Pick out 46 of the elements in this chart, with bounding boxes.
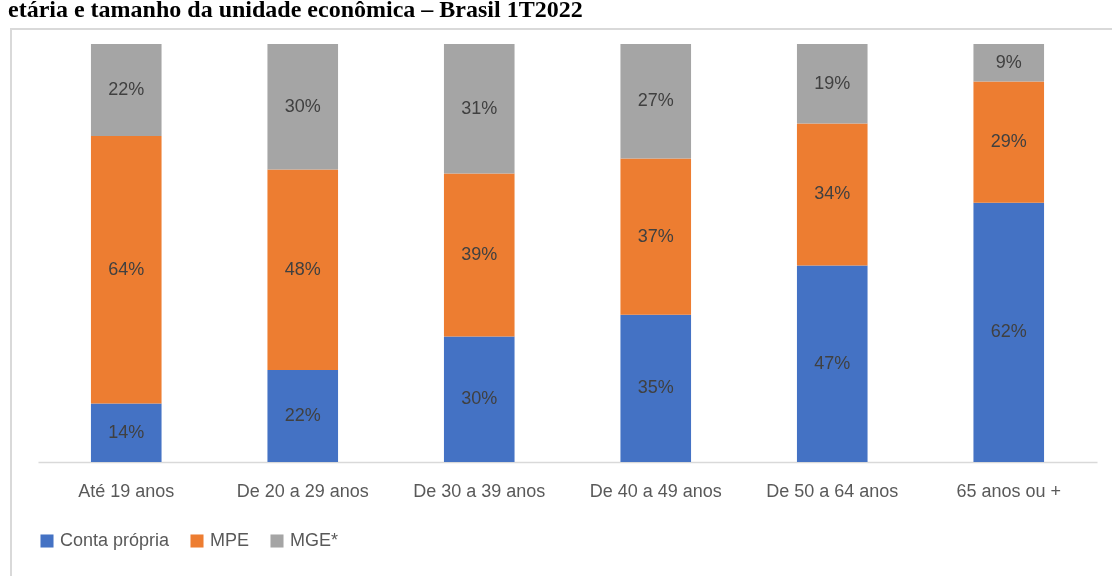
- bar: [90, 135, 162, 404]
- chart-title: etária e tamanho da unidade econômica – Brasil 1T2022: [8, 0, 583, 22]
- bar: [973, 44, 1045, 82]
- x-tick-label: De 30 a 39 anos: [413, 480, 546, 501]
- x-tick-label: Até 19 anos: [78, 480, 175, 501]
- data-label: 62%: [990, 321, 1027, 342]
- data-label: 39%: [461, 244, 498, 265]
- data-label: 31%: [461, 97, 498, 118]
- data-label: 35%: [637, 377, 674, 398]
- bar: [796, 265, 868, 462]
- x-tick-label: De 20 a 29 anos: [236, 480, 369, 501]
- bar: [90, 44, 162, 136]
- data-label: 34%: [814, 183, 851, 204]
- data-label: 47%: [814, 352, 851, 373]
- data-label: 29%: [990, 131, 1027, 152]
- data-label: 64%: [108, 258, 145, 279]
- bar: [267, 44, 339, 170]
- bar: [973, 202, 1045, 462]
- bar: [620, 44, 692, 159]
- bar: [973, 81, 1045, 203]
- data-label: 14%: [108, 421, 145, 442]
- legend-label: MPE: [210, 530, 250, 550]
- x-tick-label: De 50 a 64 anos: [766, 480, 899, 501]
- x-tick-label: 65 anos ou +: [956, 480, 1062, 501]
- data-label: 30%: [461, 388, 498, 409]
- bar: [267, 169, 339, 371]
- bar: [267, 370, 339, 462]
- data-label: 30%: [284, 95, 321, 116]
- bar: [443, 44, 515, 174]
- bar: [620, 158, 692, 315]
- bar: [90, 403, 162, 462]
- data-label: 19%: [814, 72, 851, 93]
- data-label: 22%: [108, 78, 145, 99]
- legend-label: MGE*: [290, 530, 339, 550]
- bar: [620, 314, 692, 462]
- bar: [443, 173, 515, 337]
- data-label: 48%: [284, 258, 321, 279]
- x-tick-label: De 40 a 49 anos: [589, 480, 722, 501]
- data-label: 37%: [637, 225, 674, 246]
- legend-label: Conta própria: [60, 530, 171, 550]
- data-label: 27%: [637, 90, 674, 111]
- data-label: 9%: [995, 51, 1022, 72]
- bar: [796, 44, 868, 124]
- bar: [443, 336, 515, 462]
- data-label: 22%: [284, 405, 321, 426]
- bar: [796, 123, 868, 266]
